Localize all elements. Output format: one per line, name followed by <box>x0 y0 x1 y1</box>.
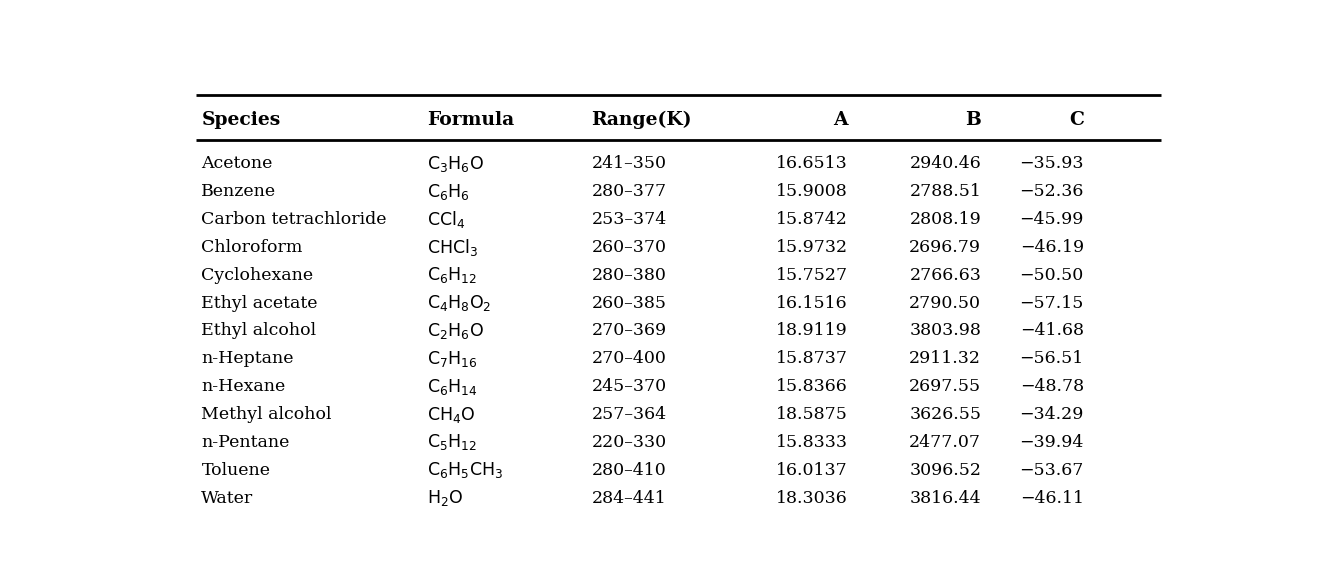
Text: 2477.07: 2477.07 <box>910 434 981 451</box>
Text: −39.94: −39.94 <box>1019 434 1084 451</box>
Text: 257–364: 257–364 <box>592 406 666 423</box>
Text: 15.9732: 15.9732 <box>776 239 847 256</box>
Text: 245–370: 245–370 <box>592 378 666 395</box>
Text: 18.9119: 18.9119 <box>776 323 847 339</box>
Text: Acetone: Acetone <box>201 156 273 172</box>
Text: −53.67: −53.67 <box>1019 461 1084 479</box>
Text: 15.8742: 15.8742 <box>776 211 847 228</box>
Text: Benzene: Benzene <box>201 183 277 200</box>
Text: 16.0137: 16.0137 <box>776 461 847 479</box>
Text: 280–377: 280–377 <box>592 183 666 200</box>
Text: 2696.79: 2696.79 <box>910 239 981 256</box>
Text: $\mathrm{C}_{\mathrm{6}}\mathrm{H}_{\mathrm{5}}\mathrm{CH}_{\mathrm{3}}$: $\mathrm{C}_{\mathrm{6}}\mathrm{H}_{\mat… <box>428 460 503 480</box>
Text: 280–380: 280–380 <box>592 267 666 284</box>
Text: 15.9008: 15.9008 <box>776 183 847 200</box>
Text: 2940.46: 2940.46 <box>910 156 981 172</box>
Text: −35.93: −35.93 <box>1019 156 1084 172</box>
Text: 2790.50: 2790.50 <box>910 294 981 312</box>
Text: Range(K): Range(K) <box>592 111 692 129</box>
Text: $\mathrm{CH}_{\mathrm{4}}\mathrm{O}$: $\mathrm{CH}_{\mathrm{4}}\mathrm{O}$ <box>428 405 475 425</box>
Text: $\mathrm{C}_{\mathrm{6}}\mathrm{H}_{\mathrm{6}}$: $\mathrm{C}_{\mathrm{6}}\mathrm{H}_{\mat… <box>428 182 470 201</box>
Text: $\mathrm{C}_{\mathrm{5}}\mathrm{H}_{\mathrm{12}}$: $\mathrm{C}_{\mathrm{5}}\mathrm{H}_{\mat… <box>428 432 477 452</box>
Text: 3626.55: 3626.55 <box>910 406 981 423</box>
Text: Toluene: Toluene <box>201 461 270 479</box>
Text: −46.19: −46.19 <box>1019 239 1084 256</box>
Text: −34.29: −34.29 <box>1019 406 1084 423</box>
Text: 2788.51: 2788.51 <box>910 183 981 200</box>
Text: Formula: Formula <box>428 111 514 129</box>
Text: $\mathrm{CCl}_{\mathrm{4}}$: $\mathrm{CCl}_{\mathrm{4}}$ <box>428 209 466 230</box>
Text: Chloroform: Chloroform <box>201 239 303 256</box>
Text: $\mathrm{C}_{\mathrm{7}}\mathrm{H}_{\mathrm{16}}$: $\mathrm{C}_{\mathrm{7}}\mathrm{H}_{\mat… <box>428 349 478 369</box>
Text: 2697.55: 2697.55 <box>910 378 981 395</box>
Text: 18.5875: 18.5875 <box>776 406 847 423</box>
Text: 3803.98: 3803.98 <box>910 323 981 339</box>
Text: 241–350: 241–350 <box>592 156 666 172</box>
Text: 3816.44: 3816.44 <box>910 490 981 506</box>
Text: −45.99: −45.99 <box>1019 211 1084 228</box>
Text: −48.78: −48.78 <box>1019 378 1084 395</box>
Text: 280–410: 280–410 <box>592 461 666 479</box>
Text: 2911.32: 2911.32 <box>910 350 981 367</box>
Text: Cyclohexane: Cyclohexane <box>201 267 314 284</box>
Text: −50.50: −50.50 <box>1019 267 1084 284</box>
Text: Water: Water <box>201 490 254 506</box>
Text: Carbon tetrachloride: Carbon tetrachloride <box>201 211 387 228</box>
Text: 270–400: 270–400 <box>592 350 666 367</box>
Text: −56.51: −56.51 <box>1019 350 1084 367</box>
Text: 16.1516: 16.1516 <box>776 294 847 312</box>
Text: $\mathrm{CHCl}_{\mathrm{3}}$: $\mathrm{CHCl}_{\mathrm{3}}$ <box>428 237 478 258</box>
Text: 2766.63: 2766.63 <box>910 267 981 284</box>
Text: Methyl alcohol: Methyl alcohol <box>201 406 332 423</box>
Text: −41.68: −41.68 <box>1019 323 1084 339</box>
Text: n-Pentane: n-Pentane <box>201 434 290 451</box>
Text: 260–385: 260–385 <box>592 294 666 312</box>
Text: C: C <box>1068 111 1084 129</box>
Text: 15.8737: 15.8737 <box>776 350 847 367</box>
Text: $\mathrm{C}_{\mathrm{2}}\mathrm{H}_{\mathrm{6}}\mathrm{O}$: $\mathrm{C}_{\mathrm{2}}\mathrm{H}_{\mat… <box>428 321 485 341</box>
Text: 270–369: 270–369 <box>592 323 666 339</box>
Text: −52.36: −52.36 <box>1019 183 1084 200</box>
Text: n-Heptane: n-Heptane <box>201 350 294 367</box>
Text: 15.8333: 15.8333 <box>776 434 847 451</box>
Text: Ethyl acetate: Ethyl acetate <box>201 294 318 312</box>
Text: $\mathrm{H}_{\mathrm{2}}\mathrm{O}$: $\mathrm{H}_{\mathrm{2}}\mathrm{O}$ <box>428 488 463 508</box>
Text: 284–441: 284–441 <box>592 490 666 506</box>
Text: 16.6513: 16.6513 <box>776 156 847 172</box>
Text: 3096.52: 3096.52 <box>910 461 981 479</box>
Text: n-Hexane: n-Hexane <box>201 378 286 395</box>
Text: −46.11: −46.11 <box>1019 490 1084 506</box>
Text: 260–370: 260–370 <box>592 239 666 256</box>
Text: $\mathrm{C}_{\mathrm{3}}\mathrm{H}_{\mathrm{6}}\mathrm{O}$: $\mathrm{C}_{\mathrm{3}}\mathrm{H}_{\mat… <box>428 154 485 174</box>
Text: 2808.19: 2808.19 <box>910 211 981 228</box>
Text: Ethyl alcohol: Ethyl alcohol <box>201 323 316 339</box>
Text: $\mathrm{C}_{\mathrm{4}}\mathrm{H}_{\mathrm{8}}\mathrm{O}_{\mathrm{2}}$: $\mathrm{C}_{\mathrm{4}}\mathrm{H}_{\mat… <box>428 293 491 313</box>
Text: 18.3036: 18.3036 <box>776 490 847 506</box>
Text: −57.15: −57.15 <box>1019 294 1084 312</box>
Text: 15.7527: 15.7527 <box>776 267 847 284</box>
Text: 253–374: 253–374 <box>592 211 666 228</box>
Text: Species: Species <box>201 111 281 129</box>
Text: $\mathrm{C}_{\mathrm{6}}\mathrm{H}_{\mathrm{14}}$: $\mathrm{C}_{\mathrm{6}}\mathrm{H}_{\mat… <box>428 377 478 397</box>
Text: $\mathrm{C}_{\mathrm{6}}\mathrm{H}_{\mathrm{12}}$: $\mathrm{C}_{\mathrm{6}}\mathrm{H}_{\mat… <box>428 265 477 285</box>
Text: A: A <box>833 111 847 129</box>
Text: 220–330: 220–330 <box>592 434 666 451</box>
Text: 15.8366: 15.8366 <box>776 378 847 395</box>
Text: B: B <box>965 111 981 129</box>
